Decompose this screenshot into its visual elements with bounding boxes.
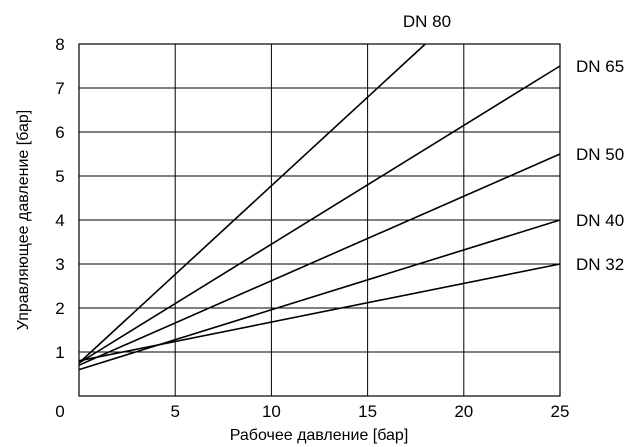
y-tick-label-2: 2 xyxy=(55,299,64,318)
y-axis-label: Управляющее давление [бар] xyxy=(15,110,32,330)
y-tick-label-3: 3 xyxy=(55,255,64,274)
y-tick-label-4: 4 xyxy=(55,211,64,230)
y-tick-label-8: 8 xyxy=(55,35,64,54)
series-label-dn-50: DN 50 xyxy=(576,145,624,164)
y-tick-label-1: 1 xyxy=(55,343,64,362)
series-label-dn-40: DN 40 xyxy=(576,211,624,230)
x-tick-label-5: 5 xyxy=(170,402,179,421)
series-label-dn-80: DN 80 xyxy=(403,12,451,31)
series-label-dn-32: DN 32 xyxy=(576,255,624,274)
y-tick-label-5: 5 xyxy=(55,167,64,186)
series-line-dn-65 xyxy=(78,65,561,364)
y-tick-label-6: 6 xyxy=(55,123,64,142)
series-label-dn-65: DN 65 xyxy=(576,57,624,76)
grid xyxy=(79,44,560,396)
series-lines xyxy=(78,43,561,371)
series-line-dn-80 xyxy=(78,43,426,364)
series-line-dn-50 xyxy=(78,153,561,366)
x-tick-label-20: 20 xyxy=(454,402,473,421)
series-line-dn-40 xyxy=(78,219,561,371)
series-line-dn-32 xyxy=(78,263,561,362)
x-axis-label: Рабочее давление [бар] xyxy=(230,427,409,444)
x-tick-label-0: 0 xyxy=(55,402,64,421)
x-tick-labels: 0 5 10 15 20 25 xyxy=(55,402,569,421)
y-tick-labels: 1 2 3 4 5 6 7 8 xyxy=(55,35,64,362)
series-labels: DN 80 DN 65 DN 50 DN 40 DN 32 xyxy=(403,12,624,274)
y-tick-label-7: 7 xyxy=(55,79,64,98)
x-tick-label-25: 25 xyxy=(551,402,570,421)
x-tick-label-15: 15 xyxy=(358,402,377,421)
x-tick-label-10: 10 xyxy=(262,402,281,421)
